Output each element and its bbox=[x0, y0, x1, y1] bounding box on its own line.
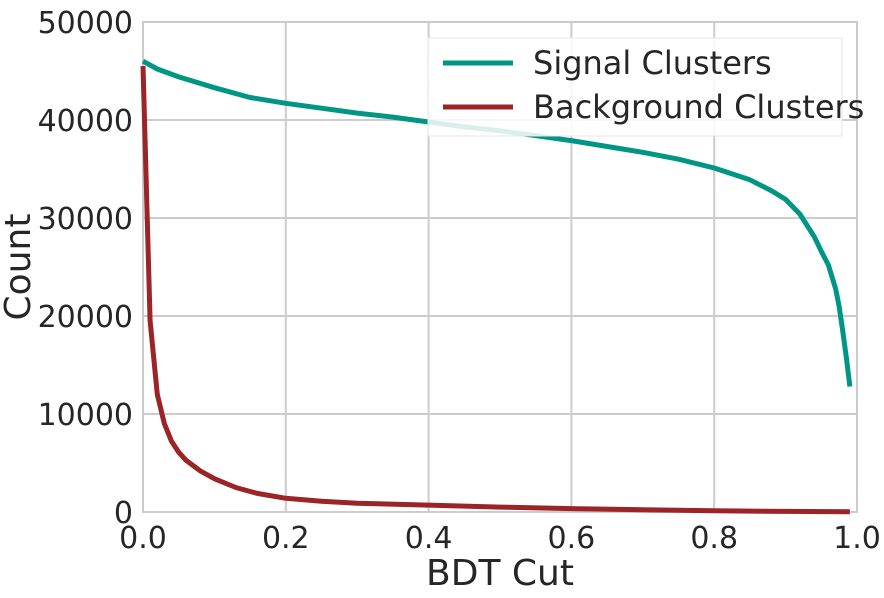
legend-label-signal: Signal Clusters bbox=[533, 44, 772, 82]
y-tick-label: 30000 bbox=[38, 202, 133, 237]
y-tick-labels: 0 10000 20000 30000 40000 50000 bbox=[38, 6, 133, 531]
signal-clusters-line bbox=[141, 59, 853, 387]
y-tick-label: 50000 bbox=[38, 6, 133, 41]
x-axis-label: BDT Cut bbox=[426, 553, 574, 594]
x-tick-labels: 0.0 0.2 0.4 0.6 0.8 1.0 bbox=[119, 521, 881, 556]
x-tick-label: 1.0 bbox=[833, 521, 881, 556]
x-tick-label: 0.6 bbox=[548, 521, 596, 556]
x-tick-label: 0.8 bbox=[690, 521, 738, 556]
background-clusters-line bbox=[140, 66, 850, 515]
legend-box bbox=[427, 37, 843, 137]
y-axis-label: Count bbox=[0, 214, 39, 321]
y-tick-label: 40000 bbox=[38, 104, 133, 139]
y-tick-label: 20000 bbox=[38, 300, 133, 335]
legend-label-background: Background Clusters bbox=[533, 88, 864, 126]
legend: Signal Clusters Background Clusters bbox=[427, 37, 864, 137]
plot-frame bbox=[142, 21, 858, 513]
y-tick-label: 0 bbox=[114, 496, 133, 531]
x-tick-label: 0.4 bbox=[405, 521, 453, 556]
y-tick-label: 10000 bbox=[38, 398, 133, 433]
x-tick-label: 0.0 bbox=[119, 521, 167, 556]
x-tick-label: 0.2 bbox=[262, 521, 310, 556]
series-lines bbox=[140, 59, 853, 515]
